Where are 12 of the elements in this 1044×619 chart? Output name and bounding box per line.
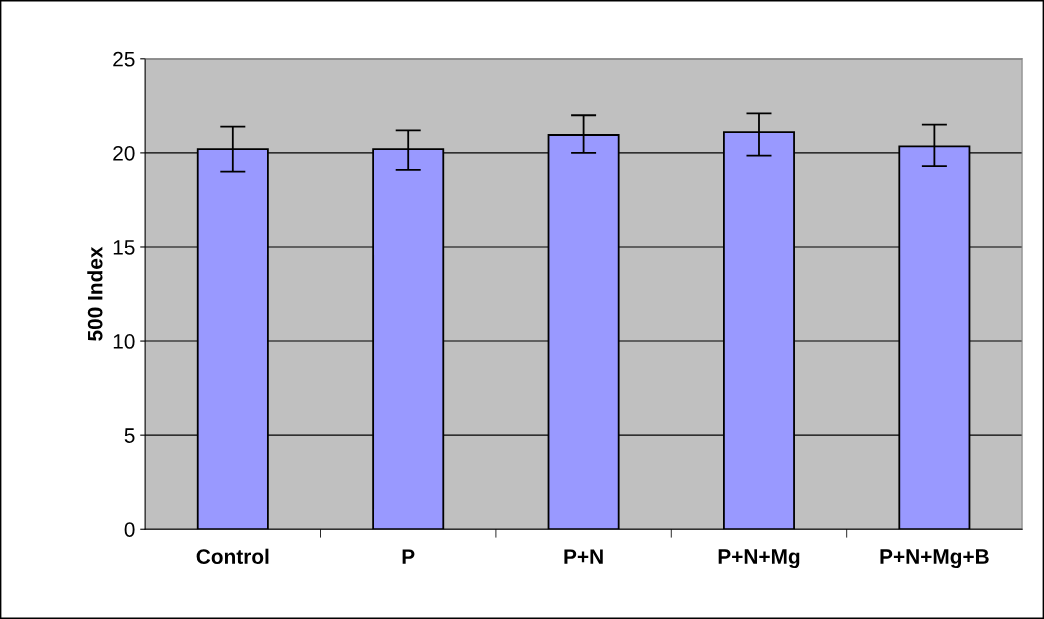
x-tick-label: P+N	[564, 549, 603, 564]
y-tick-label: 10	[113, 334, 135, 349]
y-tick-label: 15	[113, 240, 135, 255]
y-tick-label: 5	[124, 428, 135, 443]
x-tick-label: P+N+Mg	[718, 549, 800, 569]
y-tick-label: 20	[113, 145, 135, 161]
x-tick-label: P	[402, 549, 415, 564]
y-tick-label: 0	[124, 522, 135, 537]
y-axis-title: 500 Index	[87, 246, 103, 341]
x-tick-label: Control	[196, 548, 269, 564]
x-tick-label: P+N+Mg+B	[880, 549, 989, 569]
y-tick-label: 25	[113, 51, 135, 67]
